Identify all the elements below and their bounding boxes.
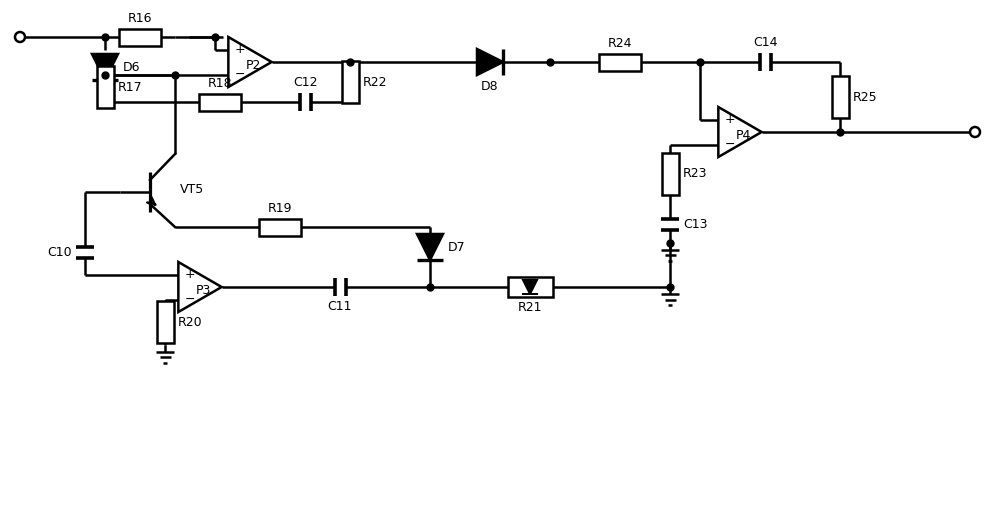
Polygon shape [477,49,503,75]
Text: D6: D6 [123,60,140,74]
Bar [199,93,241,111]
Bar [119,28,161,46]
Text: R25: R25 [852,91,877,103]
Text: R22: R22 [362,76,387,89]
Circle shape [15,32,25,42]
Text: C14: C14 [753,36,777,49]
Text: +: + [724,113,735,126]
Polygon shape [228,37,272,87]
Text: C12: C12 [293,76,317,89]
Text: C10: C10 [47,245,72,259]
Text: C11: C11 [328,300,352,313]
Text: −: − [724,138,735,151]
Text: R19: R19 [268,201,292,214]
Polygon shape [178,262,222,312]
Text: R23: R23 [682,167,707,180]
Polygon shape [523,280,537,294]
Text: P2: P2 [245,58,261,71]
Text: P4: P4 [735,128,751,141]
Text: R18: R18 [208,77,232,90]
Bar [662,153,678,195]
Text: C13: C13 [683,218,708,231]
Circle shape [970,127,980,137]
Text: P3: P3 [195,283,211,297]
Text: R24: R24 [608,37,632,50]
Polygon shape [718,107,762,157]
Text: D8: D8 [481,80,499,93]
Text: R20: R20 [178,315,202,329]
Text: R16: R16 [128,12,152,24]
Polygon shape [92,54,118,80]
Bar [508,277,552,297]
Bar [599,54,641,70]
Text: D7: D7 [448,240,466,254]
Text: −: − [234,68,245,81]
Text: R17: R17 [118,81,142,93]
Text: +: + [184,268,195,281]
Bar [96,66,114,108]
Text: VT5: VT5 [180,183,204,196]
Bar [342,61,358,103]
Bar [259,219,301,235]
Polygon shape [417,234,443,260]
Text: +: + [234,43,245,56]
Text: R21: R21 [518,301,542,314]
Bar [832,76,848,118]
Bar [156,301,174,343]
Text: −: − [184,293,195,306]
